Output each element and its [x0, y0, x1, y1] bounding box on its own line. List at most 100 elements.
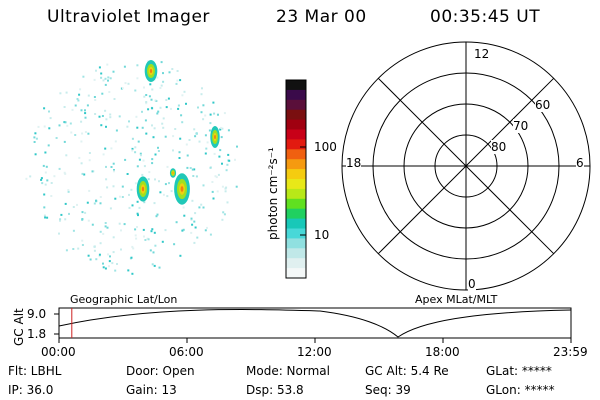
colorbar-unit-label: photon cm⁻²s⁻¹ — [266, 147, 280, 240]
auroral-pixel — [236, 145, 238, 148]
auroral-pixel — [112, 185, 115, 188]
auroral-pixel — [86, 201, 89, 204]
auroral-pixel — [168, 182, 170, 185]
auroral-pixel — [160, 61, 163, 64]
auroral-pixel — [98, 115, 101, 118]
auroral-pixel — [126, 125, 129, 128]
auroral-pixel — [202, 184, 205, 187]
auroral-pixel — [212, 197, 215, 200]
timeline-x-tick-3: 18:00 — [425, 345, 460, 359]
auroral-pixel — [83, 173, 86, 176]
auroral-pixel — [94, 99, 97, 101]
auroral-pixel — [48, 110, 50, 113]
auroral-pixel — [190, 219, 193, 221]
timeline-panel — [54, 307, 572, 343]
auroral-pixel — [172, 149, 174, 152]
auroral-pixel — [105, 125, 107, 128]
auroral-pixel — [158, 266, 161, 269]
auroral-pixel — [108, 265, 110, 268]
auroral-pixel — [127, 269, 130, 272]
auroral-pixel — [121, 185, 124, 188]
auroral-pixel — [34, 132, 37, 135]
colorbar-cell — [286, 238, 306, 249]
auroral-pixel — [191, 223, 194, 226]
mlt-label-12: 12 — [474, 47, 490, 61]
auroral-pixel — [46, 179, 49, 182]
auroral-pixel — [87, 132, 90, 135]
auroral-pixel — [153, 202, 156, 205]
auroral-pixel — [76, 203, 78, 206]
auroral-pixel — [172, 135, 175, 138]
auroral-pixel — [138, 206, 141, 209]
mode-status: Mode: Normal — [246, 364, 330, 378]
auroral-pixel — [105, 118, 108, 121]
seq-status: Seq: 39 — [365, 383, 411, 397]
auroral-pixel — [162, 80, 165, 83]
auroral-pixel — [179, 137, 182, 140]
auroral-pixel — [99, 202, 102, 205]
auroral-pixel — [151, 124, 153, 127]
auroral-pixel — [185, 143, 188, 146]
auroral-pixel — [113, 170, 115, 173]
auroral-pixel — [153, 231, 156, 234]
auroral-pixel — [104, 225, 107, 228]
auroral-pixel — [145, 101, 148, 103]
auroral-pixel — [112, 162, 115, 165]
auroral-pixel — [102, 266, 105, 269]
glon-status: GLon: ***** — [486, 383, 555, 397]
auroral-pixel — [136, 64, 139, 67]
dsp-status: Dsp: 53.8 — [246, 383, 304, 397]
auroral-pixel — [115, 129, 118, 132]
auroral-pixel — [84, 116, 87, 119]
auroral-pixel — [134, 151, 137, 154]
auroral-pixel — [134, 146, 137, 149]
auroral-pixel — [151, 263, 154, 266]
auroral-pixel — [214, 175, 217, 178]
auroral-pixel — [180, 114, 183, 117]
colorbar-cell — [286, 268, 306, 279]
auroral-pixel — [35, 137, 38, 140]
auroral-pixel — [100, 76, 103, 79]
auroral-pixel — [131, 147, 134, 150]
auroral-pixel — [181, 121, 184, 124]
auroral-image — [25, 60, 238, 275]
auroral-pixel — [150, 98, 153, 101]
auroral-pixel — [95, 69, 97, 72]
auroral-pixel — [59, 92, 62, 95]
auroral-pixel — [138, 158, 141, 161]
auroral-pixel — [102, 232, 105, 235]
auroral-pixel — [109, 116, 112, 119]
auroral-pixel — [134, 182, 137, 185]
lat-label-80: 80 — [491, 140, 507, 154]
auroral-pixel — [181, 229, 184, 232]
auroral-pixel — [164, 135, 167, 138]
auroral-bright-spot — [172, 172, 174, 174]
timeline-axis-title: GC Alt — [12, 308, 26, 346]
auroral-pixel — [99, 196, 102, 198]
auroral-pixel — [170, 190, 173, 193]
auroral-pixel — [153, 127, 156, 130]
auroral-pixel — [195, 132, 198, 135]
auroral-pixel — [160, 84, 163, 87]
auroral-pixel — [25, 177, 28, 180]
auroral-pixel — [228, 159, 231, 162]
auroral-pixel — [29, 175, 32, 178]
auroral-pixel — [209, 122, 212, 125]
auroral-pixel — [154, 99, 157, 102]
auroral-pixel — [227, 129, 230, 132]
auroral-pixel — [71, 108, 74, 111]
auroral-pixel — [123, 65, 126, 68]
filter-status: Flt: LBHL — [8, 364, 62, 378]
auroral-pixel — [64, 172, 67, 175]
auroral-pixel — [64, 218, 67, 221]
auroral-pixel — [104, 77, 107, 80]
auroral-pixel — [98, 66, 101, 69]
auroral-pixel — [68, 212, 70, 215]
auroral-pixel — [112, 251, 115, 254]
auroral-pixel — [110, 147, 113, 150]
door-status: Door: Open — [126, 364, 195, 378]
auroral-pixel — [109, 113, 112, 116]
auroral-pixel — [50, 195, 53, 197]
auroral-pixel — [219, 149, 222, 152]
auroral-pixel — [64, 121, 67, 124]
